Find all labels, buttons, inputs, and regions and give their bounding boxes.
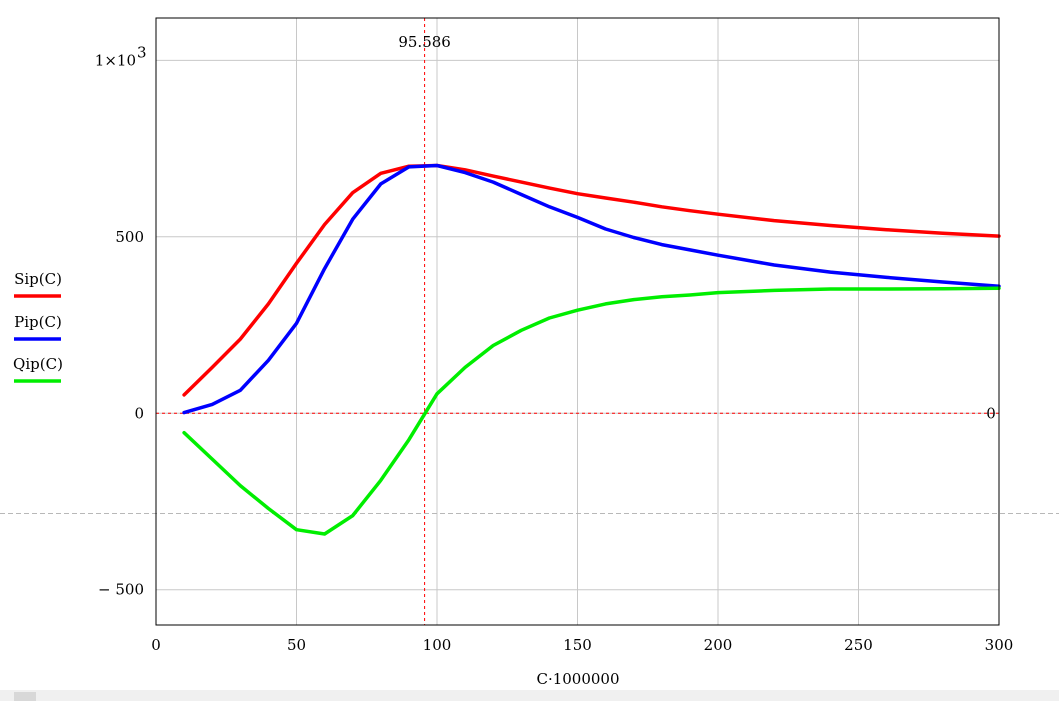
- x-tick-label: 50: [287, 636, 306, 654]
- grid: [156, 18, 999, 625]
- legend-label-0: Sip(C): [14, 270, 62, 288]
- plot-frame: [155, 17, 1000, 626]
- series-line-1: [182, 163, 1001, 415]
- series-line-2: [182, 286, 1001, 536]
- series: [182, 163, 1001, 536]
- y-tick-exponent: 3: [137, 43, 147, 61]
- series-line-0: [182, 163, 1001, 397]
- x-tick-label: 100: [423, 636, 452, 654]
- resize-handle[interactable]: [14, 692, 36, 701]
- x-axis-label: C·1000000: [536, 670, 619, 688]
- markers: 95.586 0: [156, 18, 999, 625]
- x-tick-label: 300: [985, 636, 1014, 654]
- x-tick-label: 250: [844, 636, 873, 654]
- legend: Sip(C) Pip(C) Qip(C): [13, 270, 63, 383]
- x-tick-label: 150: [563, 636, 592, 654]
- tick-labels: 0 50 100 150 200 250 300 − 500 0 500 1×10 3: [95, 43, 1014, 654]
- x-tick-label: 200: [704, 636, 733, 654]
- y-tick-label: 1×10: [95, 51, 136, 69]
- y-tick-label: 0: [134, 404, 144, 422]
- legend-label-1: Pip(C): [14, 313, 62, 331]
- horizontal-marker-label: 0: [986, 404, 996, 422]
- legend-label-2: Qip(C): [13, 355, 63, 373]
- bottom-scroll-strip: [0, 690, 1059, 701]
- y-tick-label: − 500: [98, 581, 144, 599]
- y-tick-label: 500: [115, 228, 144, 246]
- x-tick-label: 0: [151, 636, 161, 654]
- vertical-marker-label: 95.586: [398, 33, 451, 51]
